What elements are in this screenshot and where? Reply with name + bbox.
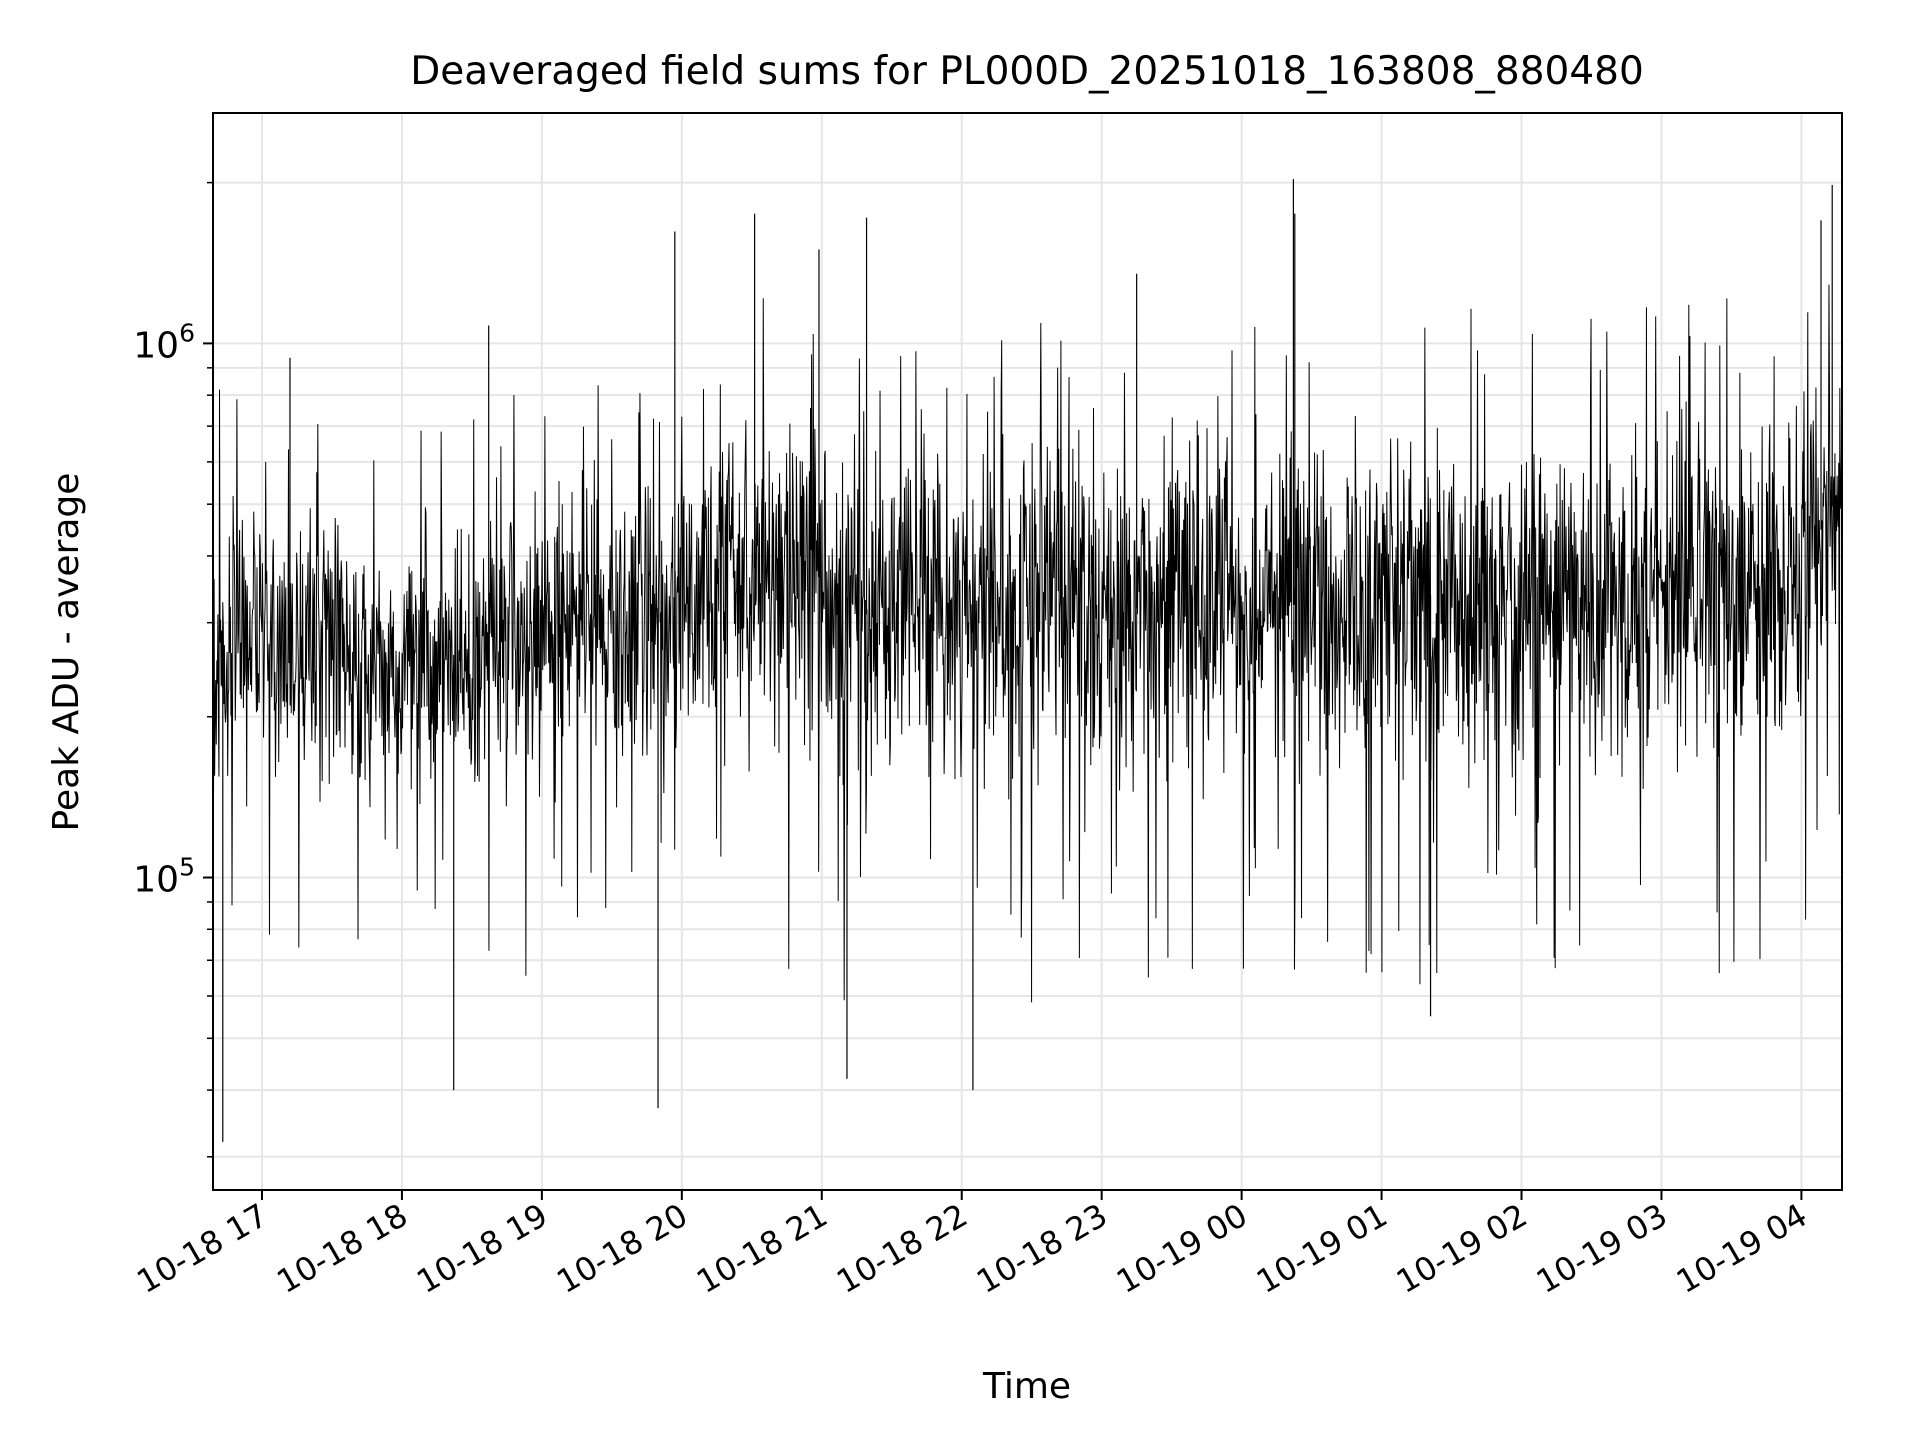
plot-frame — [212, 112, 1843, 1191]
x-tick-label: 10-18 22 — [830, 1196, 974, 1301]
x-tick-label: 10-19 01 — [1250, 1196, 1394, 1301]
y-axis-label: Peak ADU - average — [46, 473, 87, 832]
x-tick-label: 10-18 21 — [690, 1196, 834, 1301]
y-axis-ticks: 105 106 — [133, 181, 213, 1158]
x-tick-label: 10-18 19 — [410, 1196, 554, 1301]
x-tick-label: 10-19 03 — [1530, 1196, 1674, 1301]
x-tick-label: 10-18 23 — [970, 1196, 1114, 1301]
x-tick-label: 10-18 17 — [130, 1196, 274, 1301]
x-tick-label: 10-19 02 — [1390, 1196, 1534, 1301]
peak-markers — [222, 179, 1833, 1142]
x-axis-label: Time — [982, 1366, 1071, 1407]
chart-title: Deaveraged field sums for PL000D_2025101… — [410, 49, 1644, 94]
y-tick-label: 105 — [133, 853, 195, 901]
x-tick-label: 10-18 18 — [270, 1196, 414, 1301]
series-line — [212, 284, 1843, 1003]
y-tick-label: 106 — [133, 318, 195, 366]
x-tick-label: 10-19 00 — [1110, 1196, 1254, 1301]
x-tick-label: 10-18 20 — [550, 1196, 694, 1301]
x-tick-label: 10-19 04 — [1670, 1196, 1814, 1301]
